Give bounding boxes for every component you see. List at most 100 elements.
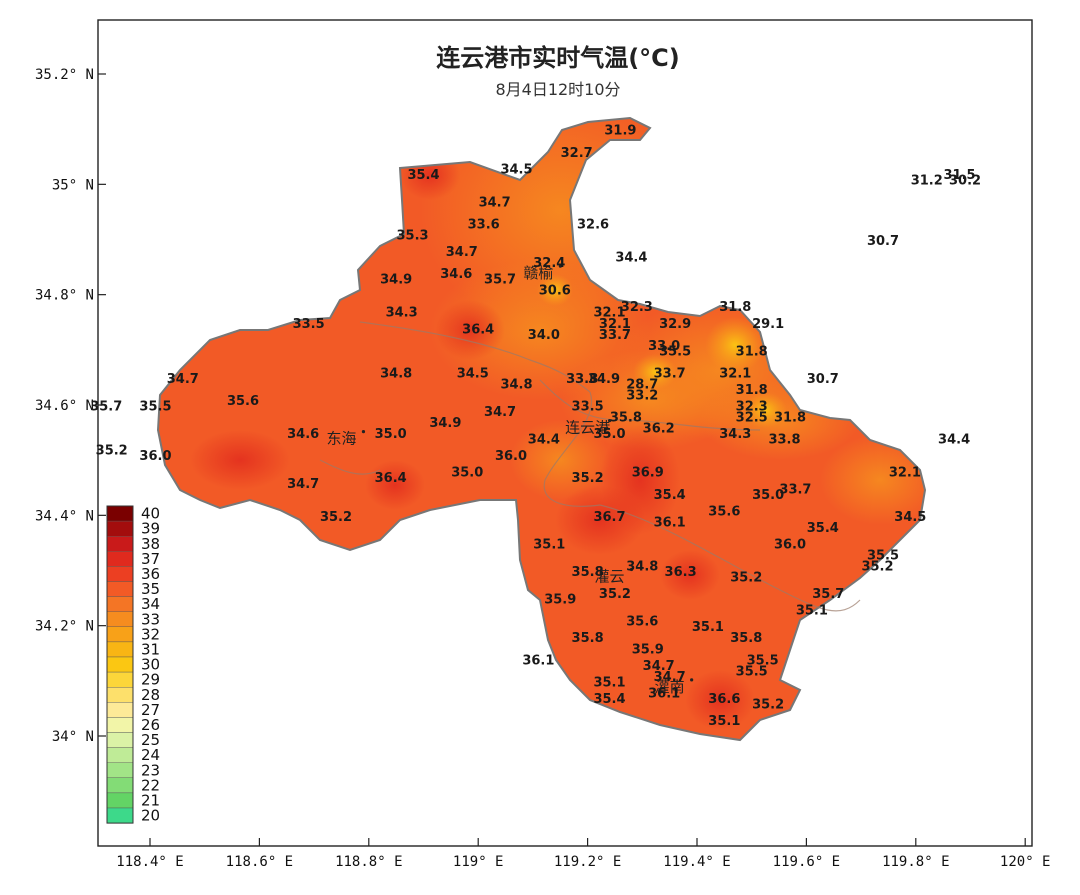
station-value: 32.1	[719, 366, 751, 381]
lon-tick-label: 119.2° E	[554, 854, 621, 870]
station-value: 36.0	[495, 449, 527, 464]
legend-swatch	[106, 702, 134, 718]
station-value: 35.5	[867, 548, 899, 563]
station-value: 33.7	[654, 366, 686, 381]
station-value: 36.0	[774, 537, 806, 552]
legend-border	[106, 505, 134, 824]
station-value: 35.2	[96, 444, 128, 459]
lat-tick-label: 35° N	[52, 177, 94, 193]
legend-label: 34	[141, 595, 160, 613]
station-value: 31.5	[944, 168, 976, 183]
station-value: 35.9	[544, 593, 576, 608]
station-value: 35.6	[708, 504, 740, 519]
legend-swatch	[106, 551, 134, 567]
lon-tick-label: 119.8° E	[882, 854, 949, 870]
legend-swatch	[106, 581, 134, 597]
lon-tick-label: 118.8° E	[335, 854, 402, 870]
map-title: 连云港市实时气温(°C)	[436, 44, 680, 72]
legend-swatch	[106, 611, 134, 628]
lat-tick-label: 34.6° N	[35, 398, 94, 414]
city-marker	[629, 567, 634, 572]
station-value: 35.0	[593, 427, 625, 442]
station-value: 29.1	[752, 317, 784, 332]
station-value: 35.1	[708, 714, 740, 729]
lon-tick-label: 119.4° E	[663, 854, 730, 870]
station-value: 34.6	[440, 267, 472, 282]
station-value: 32.3	[621, 300, 653, 315]
station-value: 35.5	[139, 400, 171, 415]
lon-tick-label: 120° E	[1000, 854, 1051, 870]
station-value: 35.6	[626, 615, 658, 630]
station-value: 35.0	[752, 488, 784, 503]
station-value: 30.7	[867, 234, 899, 249]
station-value: 35.1	[796, 604, 828, 619]
station-value: 35.8	[730, 631, 762, 646]
plot-frame	[97, 19, 1033, 847]
station-value: 35.5	[736, 664, 768, 679]
lat-tick-label: 34.4° N	[35, 508, 94, 524]
legend-swatch	[106, 536, 134, 552]
lon-tick-label: 118.6° E	[226, 854, 293, 870]
station-value: 36.6	[708, 692, 740, 707]
station-value: 33.0	[648, 339, 680, 354]
station-value: 35.1	[692, 620, 724, 635]
legend-label: 28	[141, 686, 160, 704]
station-value: 34.8	[380, 366, 412, 381]
station-value: 34.4	[528, 433, 560, 448]
station-value: 31.2	[911, 173, 943, 188]
legend-label: 29	[141, 671, 160, 689]
legend-swatch	[106, 656, 134, 673]
station-value: 35.8	[572, 631, 604, 646]
station-value: 35.0	[375, 427, 407, 442]
city-label: 连云港	[565, 419, 610, 437]
station-value: 32.1	[599, 317, 631, 332]
station-value: 31.8	[736, 383, 768, 398]
station-value: 32.1	[889, 466, 921, 481]
station-value: 35.4	[593, 692, 625, 707]
station-value: 34.9	[380, 273, 412, 288]
station-value: 34.9	[429, 416, 461, 431]
station-value: 32.6	[577, 217, 609, 232]
station-value: 31.8	[736, 344, 768, 359]
station-value: 34.3	[719, 427, 751, 442]
station-value: 36.0	[139, 449, 171, 464]
station-value: 35.3	[397, 229, 429, 244]
station-value: 33.2	[626, 388, 658, 403]
city-marker	[558, 264, 562, 268]
station-value: 34.8	[626, 560, 658, 575]
legend-swatch	[106, 505, 134, 522]
legend-label: 24	[141, 746, 160, 764]
city-label: 东海	[326, 430, 356, 448]
station-value: 34.7	[446, 245, 478, 260]
lat-tick-label: 35.2° N	[35, 67, 94, 83]
station-value: 35.5	[747, 653, 779, 668]
station-value: 32.3	[736, 400, 768, 415]
station-value: 34.7	[287, 477, 319, 492]
station-value: 28.7	[626, 377, 658, 392]
station-value: 34.7	[643, 659, 675, 674]
station-value: 33.7	[599, 328, 631, 343]
station-value: 34.7	[479, 195, 511, 210]
station-value: 34.3	[386, 306, 418, 321]
station-value: 36.4	[462, 322, 494, 337]
station-value: 32.1	[593, 306, 625, 321]
city-marker	[608, 418, 612, 423]
lon-tick-label: 119.6° E	[773, 854, 840, 870]
station-value: 35.1	[593, 675, 625, 690]
station-value: 35.1	[533, 537, 565, 552]
station-value: 35.7	[812, 587, 844, 602]
station-values: 31.9 32.7 34.5 35.4 34.7 33.6 32.6 35.3 34.7 34.4…	[90, 124, 981, 729]
legend-label: 31	[141, 640, 160, 658]
station-value: 35.4	[654, 488, 686, 503]
station-value: 35.7	[90, 400, 122, 415]
color-legend: 4039383736353433323130292827262524232221…	[106, 505, 160, 825]
station-value: 34.5	[894, 510, 926, 525]
station-value: 35.9	[632, 642, 664, 657]
legend-label: 33	[141, 610, 160, 628]
station-value: 35.8	[572, 565, 604, 580]
station-value: 31.8	[719, 300, 751, 315]
legend-swatch	[106, 747, 134, 763]
station-value: 31.9	[604, 124, 636, 139]
station-value: 36.2	[643, 422, 675, 437]
